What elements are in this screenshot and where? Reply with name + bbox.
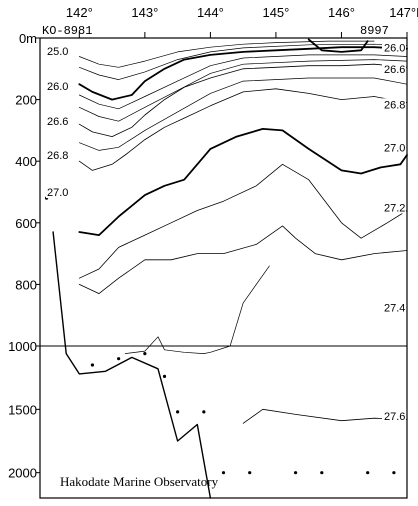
- y-tick-label-4: 800: [15, 277, 37, 292]
- obs-dot-9: [293, 471, 298, 475]
- isopycnal-27.6: [242, 408, 408, 424]
- right-contour-label-4: 27.2: [384, 202, 405, 214]
- x-tick-label-0: 142°: [66, 5, 93, 20]
- right-contour-label-5: 27.4: [384, 303, 405, 315]
- y-tick-label-0: 0m: [19, 31, 37, 46]
- obs-dot-10: [320, 471, 324, 475]
- left-contour-labels: 25.0 26.0 26.6 26.8 27.0: [46, 45, 74, 199]
- obs-dot-3: [143, 352, 147, 356]
- isopycnal-27.2: [78, 163, 408, 279]
- obs-dot-7: [221, 471, 226, 475]
- left-label-bg-2: [46, 115, 74, 128]
- y-tick-label-3: 600: [15, 216, 37, 231]
- station-label-left: KO-8981: [42, 24, 92, 38]
- x-tick-label-2: 144°: [197, 5, 224, 20]
- plot-frame: [39, 37, 408, 499]
- isopycnal-26.8: [78, 88, 408, 171]
- left-contour-label-2: 26.6: [47, 116, 68, 128]
- x-tick-label-3: 145°: [262, 5, 289, 20]
- right-label-bg-1: [382, 62, 406, 75]
- credit-text: Hakodate Marine Observatory: [60, 474, 219, 489]
- eddy-contour: [307, 38, 369, 53]
- obs-dot-1: [90, 363, 95, 367]
- y-tick-label-5: 1000: [8, 339, 37, 354]
- obs-dot-8: [248, 471, 252, 475]
- thin-contour-0: [78, 40, 375, 68]
- left-label-bg-4: [46, 186, 74, 199]
- isopycnal-26.6: [78, 63, 408, 137]
- isopycnal-26.0: [78, 46, 408, 101]
- obs-dot-5: [176, 410, 180, 414]
- obs-dot-6: [202, 410, 206, 414]
- right-label-bg-2: [382, 98, 406, 111]
- isopycnal-contours: [78, 38, 408, 424]
- x-tick-label-4: 146°: [328, 5, 355, 20]
- right-contour-label-6: 27.6: [384, 411, 405, 423]
- right-label-bg-3: [382, 141, 406, 154]
- right-contour-label-2: 26.8: [384, 99, 405, 111]
- bottom-line: [52, 231, 212, 499]
- bottom-profile: [52, 231, 212, 499]
- x-axis-ticks: 142° 143° 144° 145° 146° 147°E: [66, 5, 418, 38]
- isopycnal-27.4: [78, 225, 408, 294]
- obs-dot-2: [117, 357, 121, 361]
- observation-dots: [44, 196, 396, 475]
- y-tick-label-2: 400: [15, 154, 37, 169]
- right-label-bg-4: [382, 201, 406, 214]
- thin-contour-3: [78, 59, 408, 122]
- obs-dot-4: [162, 374, 167, 378]
- thin-contour-4: [78, 77, 408, 151]
- y-tick-label-6: 1500: [8, 402, 37, 417]
- right-contour-labels: 26.0 26.6 26.8 27.0 27.2 27.4 27.6: [382, 41, 406, 423]
- left-contour-label-1: 26.0: [47, 81, 68, 93]
- thin-contour-5: [124, 265, 270, 354]
- right-label-bg-0: [382, 41, 406, 54]
- right-label-bg-6: [382, 409, 406, 422]
- right-label-bg-5: [382, 301, 406, 314]
- x-tick-label-1: 143°: [131, 5, 158, 20]
- isopycnal-27.0: [78, 128, 408, 236]
- left-contour-label-3: 26.8: [47, 150, 68, 162]
- left-contour-label-4: 27.0: [47, 187, 68, 199]
- obs-dot-11: [366, 471, 370, 475]
- left-label-bg-3: [46, 149, 74, 162]
- station-label-right: 8997: [360, 24, 389, 38]
- thin-contour-2: [78, 54, 408, 110]
- obs-dot-12: [392, 471, 396, 475]
- x-tick-label-5: 147°E: [389, 5, 418, 20]
- left-contour-label-0: 25.0: [47, 46, 68, 58]
- y-tick-label-1: 200: [15, 93, 37, 108]
- left-label-bg-0: [46, 45, 74, 58]
- right-contour-label-0: 26.0: [384, 42, 405, 54]
- right-contour-label-3: 27.0: [384, 142, 405, 154]
- thin-contour-1: [78, 43, 408, 80]
- y-tick-label-7: 2000: [8, 466, 37, 481]
- right-contour-label-1: 26.6: [384, 64, 405, 76]
- y-axis-ticks: 0m 200 400 600 800 1000 1500 2000: [8, 31, 40, 481]
- left-label-bg-1: [46, 79, 74, 92]
